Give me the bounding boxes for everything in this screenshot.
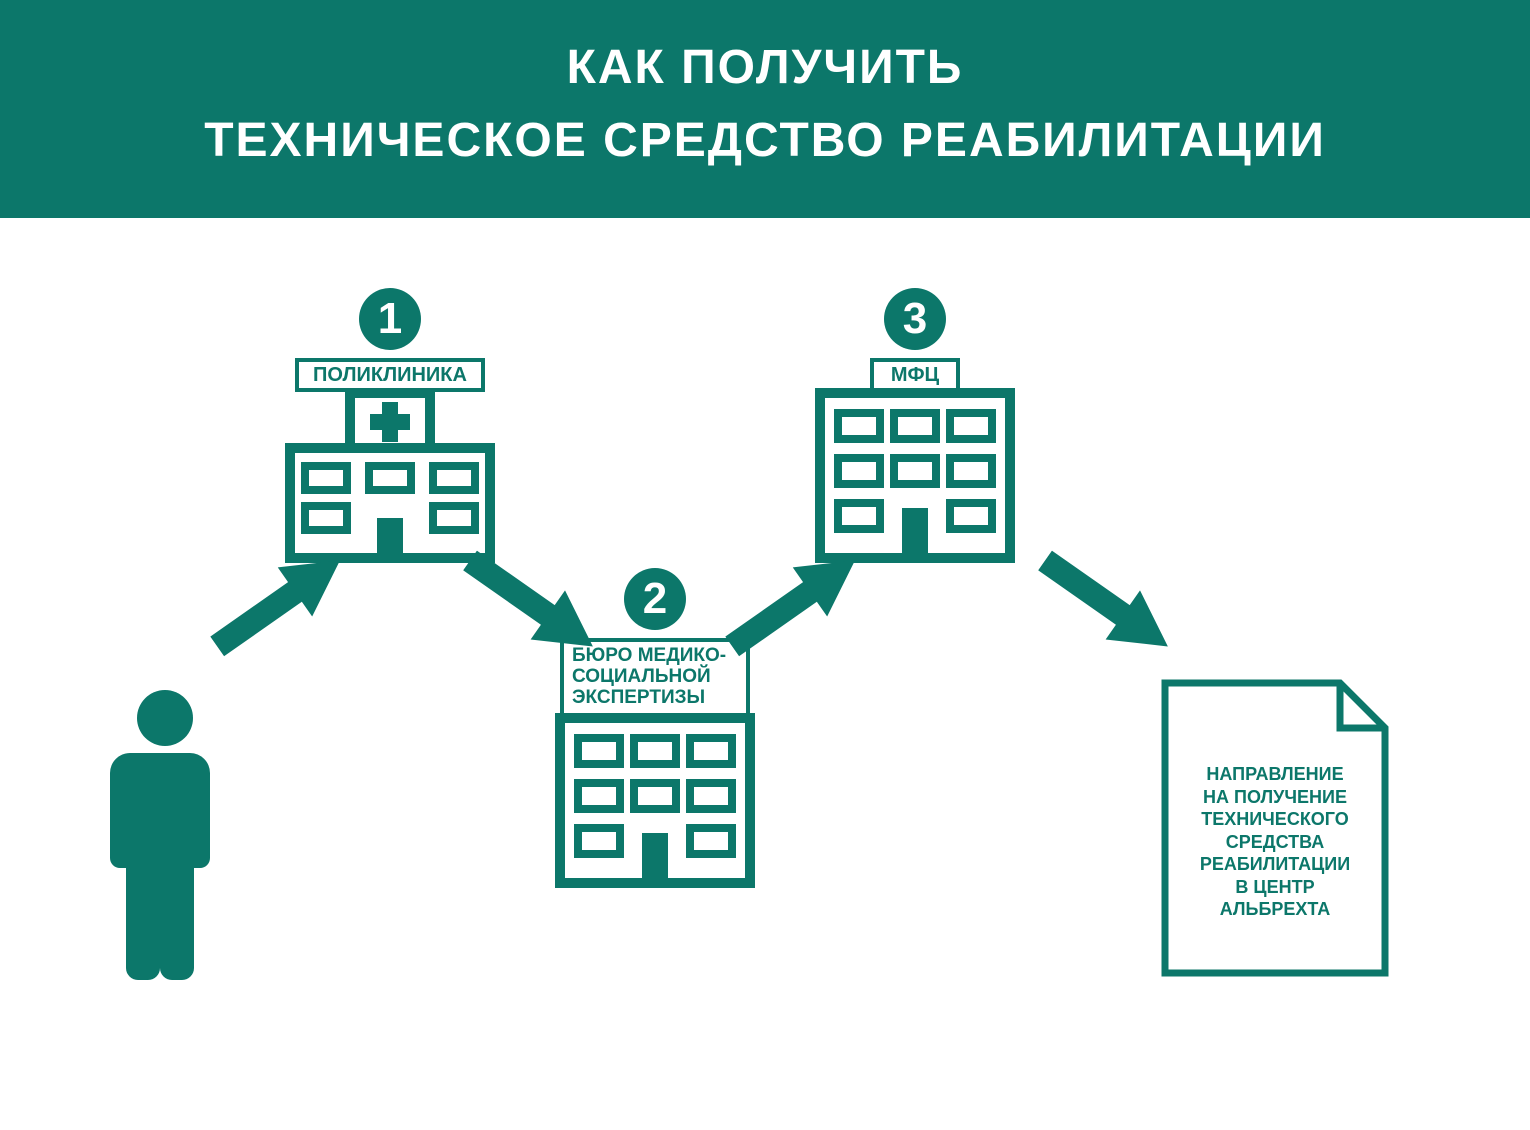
step1-group: 1 ПОЛИКЛИНИКА xyxy=(260,288,520,573)
arrow-4 xyxy=(1025,536,1185,675)
flow-stage: 1 ПОЛИКЛИНИКА xyxy=(0,218,1530,1130)
step1-number: 1 xyxy=(378,294,402,344)
document-text: НАПРАВЛЕНИЕ НА ПОЛУЧЕНИЕ ТЕХНИЧЕСКОГО СР… xyxy=(1180,763,1370,921)
person-icon xyxy=(105,688,225,993)
arrow-3 xyxy=(715,536,875,675)
step1-number-badge: 1 xyxy=(359,288,421,350)
step3-label: МФЦ xyxy=(870,358,960,392)
document-group: НАПРАВЛЕНИЕ НА ПОЛУЧЕНИЕ ТЕХНИЧЕСКОГО СР… xyxy=(1155,673,1395,988)
step1-label: ПОЛИКЛИНИКА xyxy=(295,358,485,392)
step3-group: 3 МФЦ xyxy=(800,288,1030,568)
office-icon-2 xyxy=(540,713,770,893)
step2-number: 2 xyxy=(643,574,667,624)
arrow-2 xyxy=(450,536,610,675)
step2-number-badge: 2 xyxy=(624,568,686,630)
step3-number: 3 xyxy=(903,294,927,344)
step3-number-badge: 3 xyxy=(884,288,946,350)
header-line2: ТЕХНИЧЕСКОЕ СРЕДСТВО РЕАБИЛИТАЦИИ xyxy=(20,113,1510,168)
header-line1: КАК ПОЛУЧИТЬ xyxy=(20,40,1510,95)
header: КАК ПОЛУЧИТЬ ТЕХНИЧЕСКОЕ СРЕДСТВО РЕАБИЛ… xyxy=(0,0,1530,218)
